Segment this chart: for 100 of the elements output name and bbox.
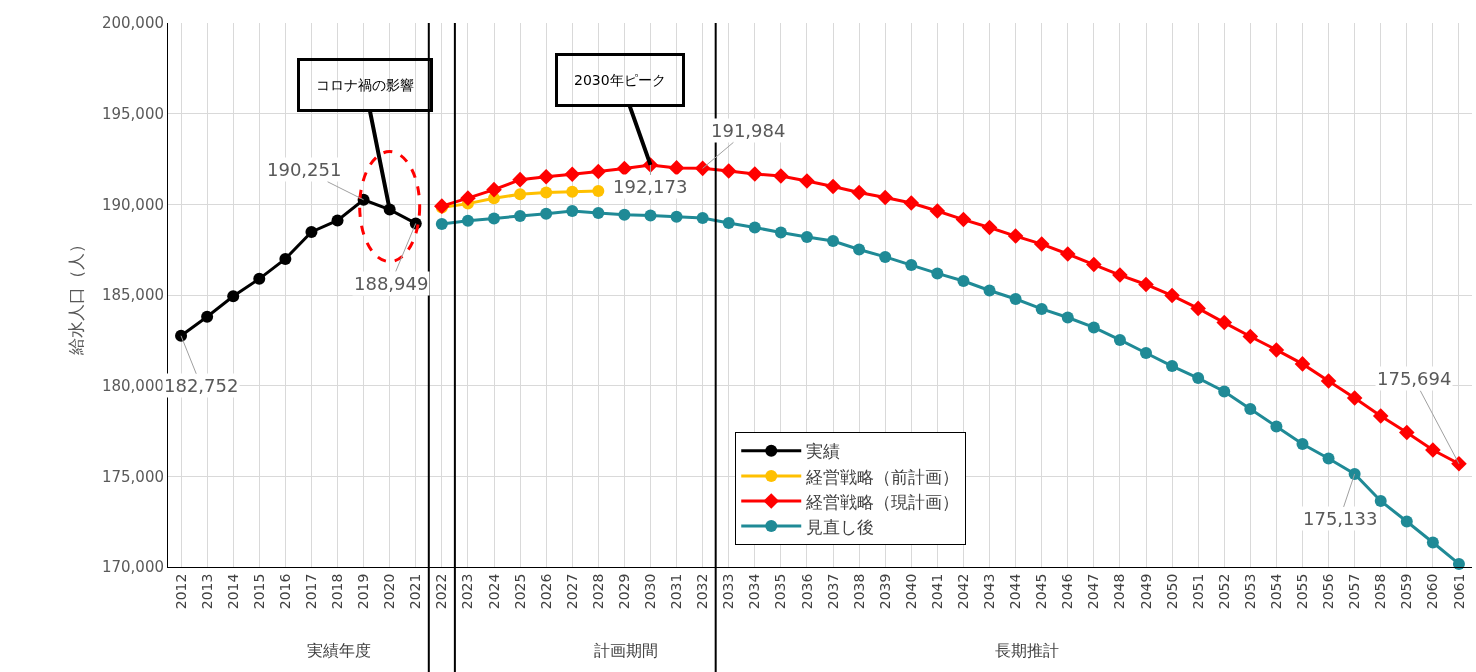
text: 計画期間 (594, 641, 658, 660)
point (774, 226, 787, 239)
point (590, 163, 607, 180)
y-tick-label: 175,000 (101, 467, 164, 486)
point (903, 195, 920, 211)
point (592, 185, 605, 198)
point (1451, 455, 1467, 472)
x-tick-label: 2046 (1059, 573, 1076, 610)
point (1320, 373, 1337, 389)
y-tick-label: 200,000 (101, 14, 164, 33)
data-label: 190,251 (267, 159, 342, 180)
point (851, 184, 867, 201)
point (1425, 442, 1441, 458)
x-tick-label: 2058 (1372, 573, 1389, 610)
y-tick-label: 185,000 (101, 286, 164, 305)
legend-label: 実績 (806, 441, 841, 462)
legend-label: 経営戦略（現計画） (805, 491, 960, 512)
x-tick-label: 2012 (172, 573, 189, 610)
text: 実績年度 (307, 641, 371, 660)
point (1009, 292, 1022, 305)
point (1164, 287, 1180, 304)
x-tick-label: 2032 (694, 573, 711, 610)
point (488, 212, 500, 225)
x-tick-label: 2017 (302, 573, 319, 610)
y-tick-label: 190,000 (101, 195, 164, 214)
x-tick-label: 2042 (954, 573, 971, 610)
point (540, 186, 553, 199)
point (957, 275, 970, 288)
point (566, 205, 579, 218)
point (1192, 372, 1205, 385)
point (1268, 342, 1285, 358)
y-tick-label: 170,000 (101, 558, 164, 577)
x-tick-label: 2021 (407, 573, 424, 610)
point (486, 181, 502, 198)
point (1244, 403, 1257, 416)
x-tick-label: 2023 (459, 573, 476, 610)
point (983, 284, 996, 297)
point (747, 166, 763, 182)
point (879, 250, 892, 263)
point (1372, 408, 1389, 424)
point (1007, 228, 1024, 244)
x-tick-label: 2015 (250, 573, 267, 610)
point (460, 190, 476, 206)
x-tick-label: 2027 (563, 573, 580, 610)
data-label: 191,984 (711, 120, 786, 141)
x-tick-label: 2016 (276, 573, 293, 610)
point (748, 221, 761, 234)
x-tick-label: 2055 (1294, 573, 1311, 610)
x-tick-label: 2026 (537, 573, 554, 610)
point (1426, 536, 1439, 549)
point (694, 160, 711, 177)
point (670, 210, 683, 223)
point (1374, 494, 1387, 507)
x-tick-label: 2013 (198, 573, 215, 610)
data-label: 175,694 (1377, 368, 1452, 389)
x-tick-label: 2025 (511, 573, 528, 610)
x-tick-label: 2043 (981, 573, 998, 610)
point (540, 207, 553, 220)
point (1087, 321, 1100, 334)
x-tick-label: 2052 (1215, 573, 1232, 610)
x-tick-label: 2041 (928, 573, 945, 610)
point (1322, 452, 1335, 465)
y-tick-label: 195,000 (101, 104, 164, 123)
point (1138, 276, 1154, 293)
point (696, 211, 709, 224)
x-tick-label: 2014 (224, 573, 241, 610)
point (825, 178, 841, 195)
point (1033, 236, 1050, 252)
point (564, 166, 581, 183)
point (800, 230, 813, 243)
point (618, 208, 631, 221)
data-label: 182,752 (164, 375, 239, 396)
point (981, 219, 998, 236)
x-tick-label: 2036 (798, 573, 815, 610)
x-tick-label: 2051 (1189, 573, 1206, 610)
x-tick-label: 2038 (850, 573, 867, 610)
point (512, 171, 528, 188)
point (1296, 438, 1309, 451)
x-tick-label: 2022 (433, 573, 450, 610)
x-tick-label: 2049 (1137, 573, 1154, 610)
point (827, 234, 840, 247)
x-tick-label: 2057 (1346, 573, 1363, 610)
point (616, 160, 633, 177)
y-tick-label: 180,000 (101, 376, 164, 395)
annotation: コロナ禍の影響 (316, 77, 414, 93)
point (514, 188, 527, 201)
point (435, 217, 448, 230)
point (175, 329, 188, 342)
point (1086, 256, 1102, 273)
point (1190, 300, 1206, 317)
x-tick-label: 2024 (485, 573, 502, 610)
point (592, 207, 605, 220)
x-tick-label: 2018 (329, 573, 346, 610)
x-tick-label: 2044 (1007, 573, 1024, 610)
x-tick-label: 2020 (381, 573, 398, 610)
y-axis-title: 給水人口（人） (65, 235, 86, 356)
point (1399, 424, 1415, 441)
point (1113, 333, 1126, 346)
point (305, 225, 318, 238)
point (644, 209, 657, 222)
